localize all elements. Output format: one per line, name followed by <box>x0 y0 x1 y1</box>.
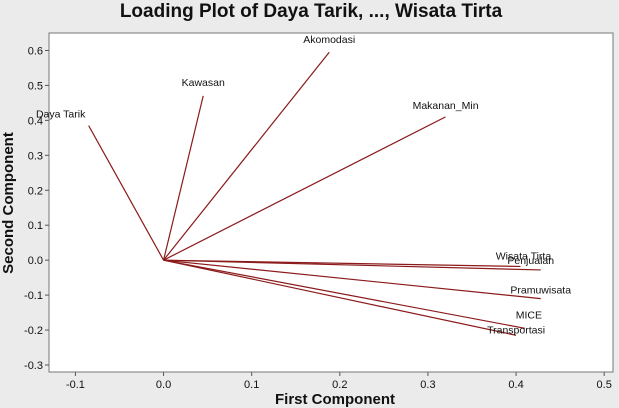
vector-label: Kawasan <box>182 77 225 89</box>
y-tick-label: -0.2 <box>24 325 43 337</box>
loading-vector <box>163 259 541 300</box>
vector-label: Transportasi <box>487 324 545 336</box>
loading-vector <box>163 51 330 261</box>
x-tick-label: 0.2 <box>332 379 347 391</box>
vector-label: Daya Tarik <box>36 109 86 121</box>
x-tick-label: 0.5 <box>597 379 612 391</box>
loading-vector <box>163 116 446 261</box>
x-tick-label: -0.1 <box>66 379 85 391</box>
y-tick-label: -0.3 <box>24 360 43 372</box>
loading-vector <box>163 259 517 336</box>
y-tick-label: 0.3 <box>28 150 43 162</box>
loading-vectors: Daya Tarik Kawasan Akomodasi Makanan_Min Wis… <box>36 34 571 336</box>
y-axis-label: Second Component <box>0 132 17 274</box>
x-tick-label: 0.1 <box>244 379 259 391</box>
vector-label: Makanan_Min <box>413 100 479 112</box>
loading-vector <box>163 259 525 329</box>
loading-vector <box>162 95 204 261</box>
vector-label: Wisata Tirta <box>496 250 552 262</box>
y-tick-label: 0.0 <box>28 255 43 267</box>
y-tick-label: 0.1 <box>28 220 43 232</box>
chart-title: Loading Plot of Daya Tarik, ..., Wisata … <box>120 1 503 22</box>
x-tick-label: 0.3 <box>420 379 435 391</box>
y-tick-label: 0.5 <box>28 80 43 92</box>
y-tick-label: 0.6 <box>28 45 43 57</box>
y-tick-label: -0.1 <box>24 290 43 302</box>
x-axis: -0.1 0.0 0.1 0.2 0.3 0.4 0.5 <box>66 372 612 391</box>
y-tick-label: 0.4 <box>28 115 43 127</box>
plot-area <box>48 32 614 373</box>
vector-label: Akomodasi <box>303 34 355 46</box>
vector-label: Penjualan <box>507 255 554 267</box>
x-axis-label: First Component <box>275 391 395 408</box>
loading-vector <box>163 259 541 271</box>
y-tick-label: 0.2 <box>28 185 43 197</box>
vector-label: MICE <box>516 309 542 321</box>
loading-vector <box>88 125 165 261</box>
x-tick-label: 0.0 <box>156 379 171 391</box>
y-axis: -0.3 -0.2 -0.1 0.0 0.1 0.2 0.3 0.4 0.5 0.6 <box>24 45 49 372</box>
x-tick-label: 0.4 <box>508 379 523 391</box>
vector-label: Pramuwisata <box>510 285 571 297</box>
